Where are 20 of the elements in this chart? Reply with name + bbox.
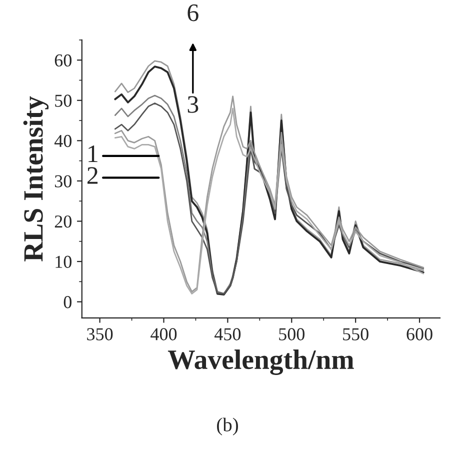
- annotation: 2: [88, 167, 98, 184]
- annotation: 1: [88, 145, 98, 162]
- y-tick-label: 50: [55, 94, 72, 107]
- y-tick-label: 20: [54, 215, 72, 228]
- x-tick-label: 500: [279, 328, 304, 340]
- x-tick-label: 600: [406, 328, 432, 340]
- text: 6: [188, 4, 198, 22]
- x-axis-title: Wavelength/nm: [168, 350, 354, 375]
- x-tick-label: 450: [214, 328, 241, 340]
- text: (b): [217, 418, 238, 436]
- annotation: 3: [188, 96, 198, 113]
- x-tick-label: 350: [87, 328, 113, 340]
- y-tick-label: 40: [54, 134, 72, 148]
- y-tick-label: 60: [54, 54, 72, 67]
- y-tick-label: 30: [54, 175, 72, 188]
- x-tick-label: 400: [150, 328, 177, 340]
- x-tick-label: 550: [343, 328, 368, 340]
- y-tick-label: 0: [64, 296, 72, 308]
- y-tick-label: 10: [56, 256, 72, 268]
- y-axis-title: RLS Intensity: [23, 96, 49, 262]
